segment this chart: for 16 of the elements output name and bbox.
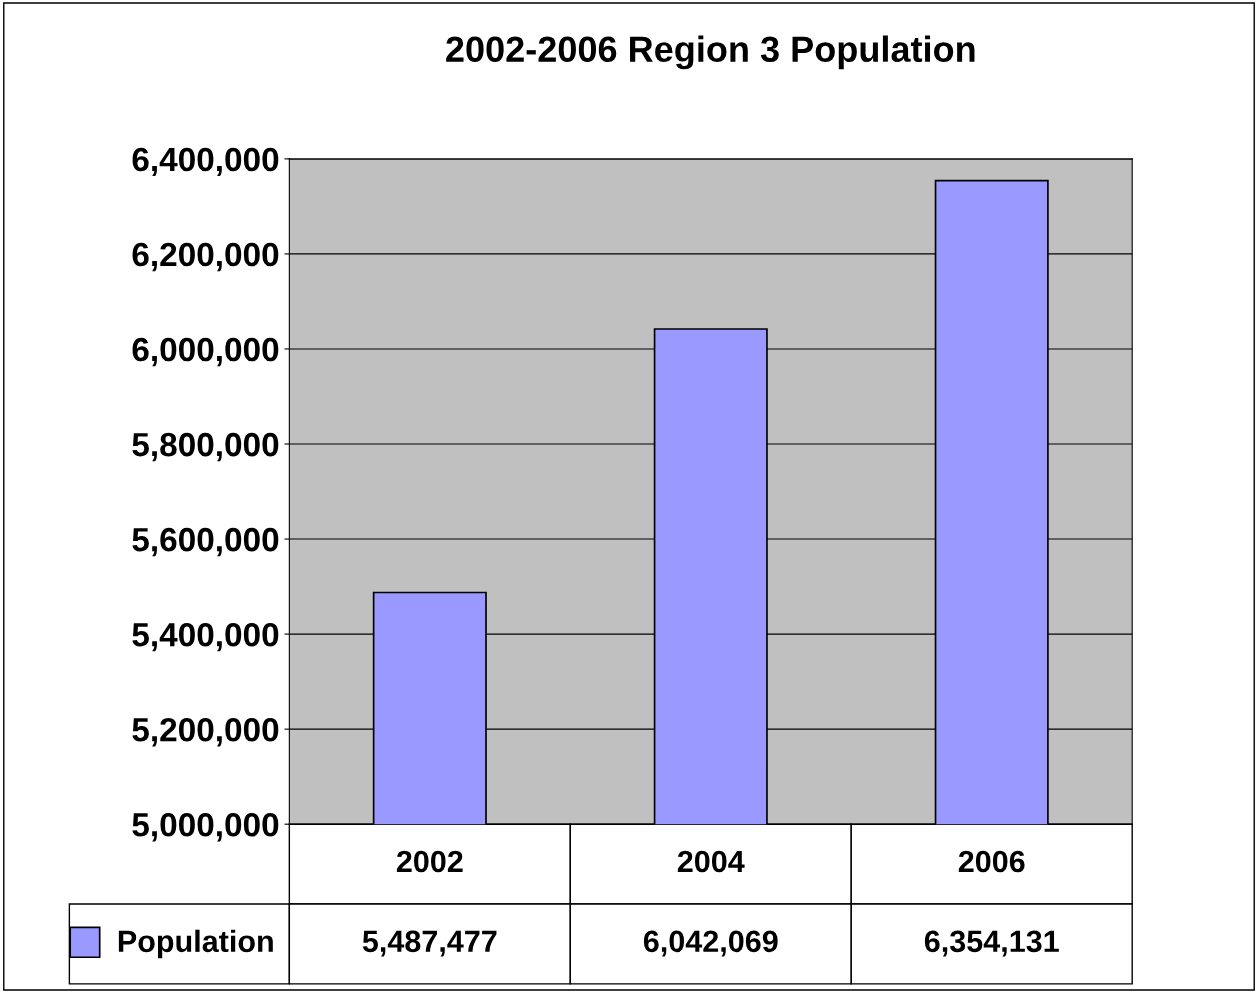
y-tick-label: 6,000,000: [132, 337, 279, 367]
y-tick-label: 5,000,000: [132, 812, 279, 842]
x-tick-label: 2004: [677, 850, 745, 873]
x-tick-label: 2006: [958, 850, 1025, 873]
y-tick-label: 6,200,000: [132, 242, 279, 272]
y-tick-label: 5,600,000: [132, 527, 279, 557]
data-label: 6,354,131: [924, 930, 1059, 957]
y-tick-label: 5,200,000: [132, 717, 279, 747]
y-tick-label: 6,400,000: [132, 147, 279, 177]
y-tick-label: 5,800,000: [132, 432, 279, 462]
y-tick-label: 5,400,000: [132, 622, 279, 652]
legend-label: Population: [118, 929, 273, 959]
data-label: 5,487,477: [362, 930, 497, 957]
data-label: 6,042,069: [643, 930, 778, 957]
chart-title: 2002-2006 Region 3 Population: [446, 35, 975, 70]
x-tick-label: 2002: [396, 850, 463, 873]
